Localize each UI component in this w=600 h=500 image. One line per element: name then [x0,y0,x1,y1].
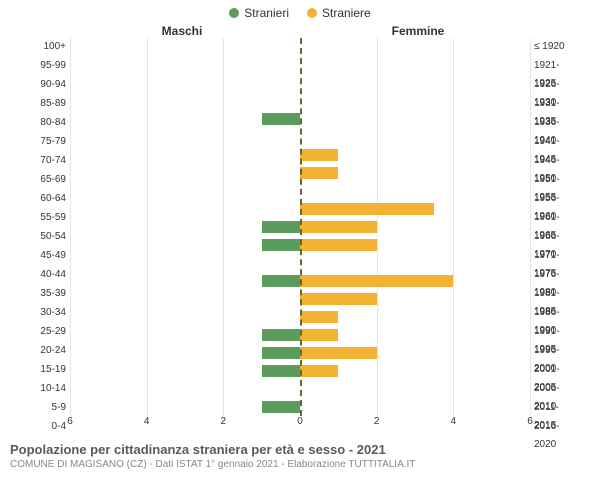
age-label: 95-99 [20,57,66,75]
age-label: 10-14 [20,380,66,398]
legend-label-male: Stranieri [244,6,289,20]
birth-label: 1926-1930 [534,76,580,94]
birth-label: 1961-1965 [534,209,580,227]
center-line [300,38,302,416]
birth-label: 1991-1995 [534,323,580,341]
birth-label: 1946-1950 [534,152,580,170]
gridline [530,38,531,416]
bar-female [300,329,338,341]
bar-male [262,275,300,287]
birth-label: 2006-2010 [534,380,580,398]
age-label: 5-9 [20,399,66,417]
bar-male [262,113,300,125]
bar-female [300,149,338,161]
birth-label: 1941-1945 [534,133,580,151]
age-label: 85-89 [20,95,66,113]
bar-female [300,203,434,215]
birth-label: 1986-1990 [534,304,580,322]
x-tick-label: 6 [67,416,73,427]
age-label: 55-59 [20,209,66,227]
bar-male [262,347,300,359]
age-label: 20-24 [20,342,66,360]
bar-female [300,293,377,305]
age-label: 40-44 [20,266,66,284]
footer: Popolazione per cittadinanza straniera p… [0,436,600,470]
birth-label: 1951-1955 [534,171,580,189]
birth-label: 2016-2020 [534,418,580,436]
legend-label-female: Straniere [322,6,371,20]
bar-male [262,239,300,251]
birth-labels: ≤ 19201921-19251926-19301931-19351936-19… [530,38,580,436]
age-labels: 100+95-9990-9485-8980-8475-7970-7465-696… [20,38,70,436]
age-label: 30-34 [20,304,66,322]
x-tick-label: 4 [144,416,150,427]
age-label: 65-69 [20,171,66,189]
x-tick-label: 4 [451,416,457,427]
male-header: Maschi [64,24,300,38]
birth-label: 1956-1960 [534,190,580,208]
bar-female [300,275,453,287]
age-label: 0-4 [20,418,66,436]
bar-female [300,167,338,179]
birth-label: 1971-1975 [534,247,580,265]
gender-header-row: Maschi Femmine [0,24,600,38]
bar-female [300,365,338,377]
birth-label: 1966-1970 [534,228,580,246]
age-label: 35-39 [20,285,66,303]
bar-male [262,329,300,341]
age-label: 75-79 [20,133,66,151]
age-label: 25-29 [20,323,66,341]
female-header: Femmine [300,24,536,38]
x-ticks: 6 4 2 0 2 4 6 [70,416,530,436]
birth-label: 1931-1935 [534,95,580,113]
bar-female [300,221,377,233]
birth-label: 1981-1985 [534,285,580,303]
bar-male [262,221,300,233]
age-label: 60-64 [20,190,66,208]
birth-label: 1921-1925 [534,57,580,75]
bar-female [300,239,377,251]
legend: Stranieri Straniere [0,0,600,20]
x-tick-label: 0 [297,416,303,427]
x-tick-label: 2 [374,416,380,427]
age-label: 70-74 [20,152,66,170]
chart-title: Popolazione per cittadinanza straniera p… [10,442,590,457]
birth-label: 1976-1980 [534,266,580,284]
bar-female [300,311,338,323]
bar-female [300,347,377,359]
age-label: 80-84 [20,114,66,132]
age-label: 45-49 [20,247,66,265]
x-tick-label: 6 [527,416,533,427]
legend-item-female: Straniere [307,6,371,20]
age-label: 100+ [20,38,66,56]
chart-subtitle: COMUNE DI MAGISANO (CZ) - Dati ISTAT 1° … [10,459,590,470]
chart-area: Fasce di età Anni di nascita 100+95-9990… [0,38,600,436]
bar-male [262,365,300,377]
age-label: 50-54 [20,228,66,246]
birth-label: 2001-2005 [534,361,580,379]
birth-label: 1996-2000 [534,342,580,360]
plot: 6 4 2 0 2 4 6 [70,38,530,436]
birth-label: ≤ 1920 [534,38,580,56]
swatch-male [229,8,239,18]
age-label: 15-19 [20,361,66,379]
birth-label: 1936-1940 [534,114,580,132]
bar-male [262,401,300,413]
birth-label: 2011-2015 [534,399,580,417]
legend-item-male: Stranieri [229,6,289,20]
swatch-female [307,8,317,18]
x-tick-label: 2 [221,416,227,427]
age-label: 90-94 [20,76,66,94]
